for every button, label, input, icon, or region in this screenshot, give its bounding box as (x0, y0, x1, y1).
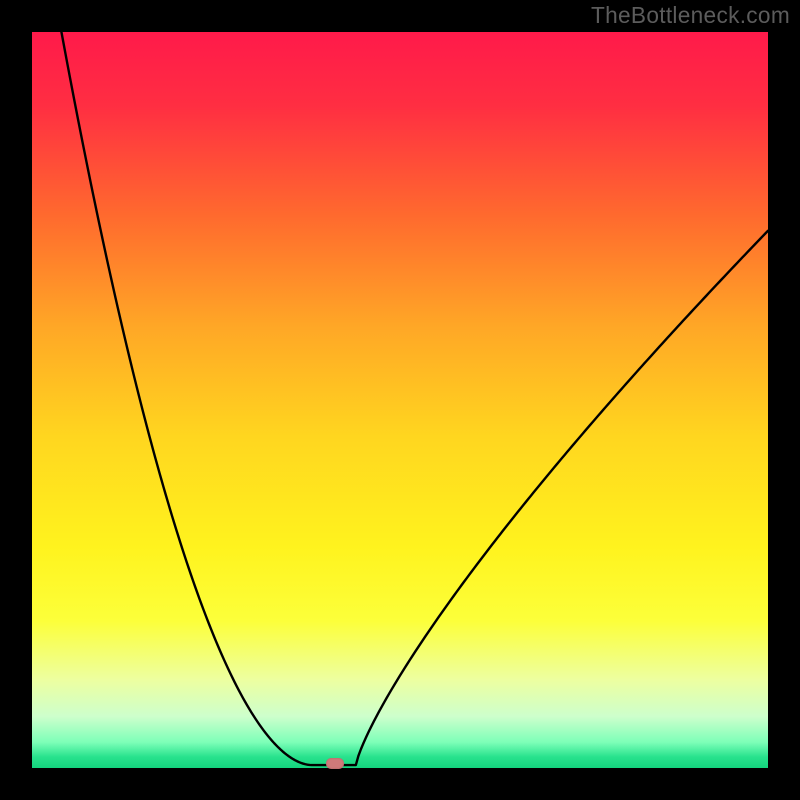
plot-area (32, 32, 768, 768)
optimum-marker (326, 758, 344, 769)
chart-container: TheBottleneck.com (0, 0, 800, 800)
bottleneck-curve (32, 32, 768, 768)
watermark-text: TheBottleneck.com (591, 2, 790, 29)
bottleneck-curve-path (61, 32, 768, 765)
